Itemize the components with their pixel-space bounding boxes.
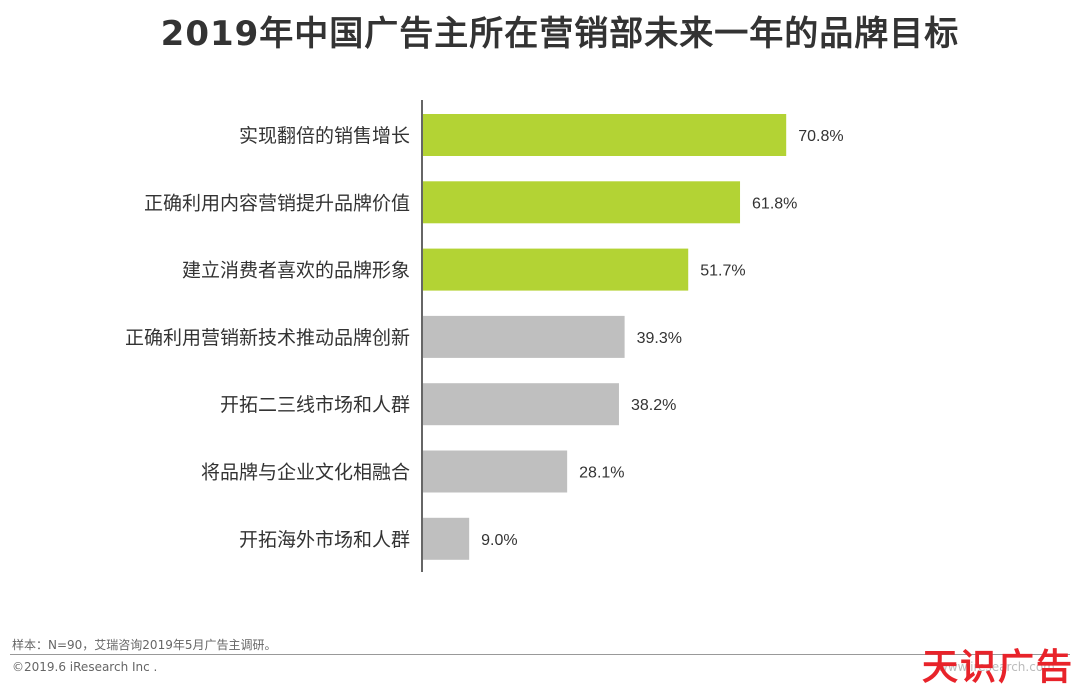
category-label: 开拓海外市场和人群 [239,529,410,551]
copyright: ©2019.6 iResearch Inc . [12,660,158,674]
data-label: 28.1% [579,465,624,482]
data-label: 51.7% [700,263,745,280]
chart-title: 2019年中国广告主所在营销部未来一年的品牌目标 [160,14,960,54]
category-label: 将品牌与企业文化相融合 [201,462,410,484]
data-label: 61.8% [752,195,797,212]
category-label: 正确利用内容营销提升品牌价值 [144,192,410,214]
footer-divider [10,654,1070,655]
bars-group: 实现翻倍的销售增长 70.8% 正确利用内容营销提升品牌价值 61.8% 建立消费者喜欢… [125,114,844,560]
watermark-logo: 天识广告 [922,647,1075,688]
bar [423,450,568,493]
bar [423,248,689,291]
bar [423,114,787,156]
data-label: 9.0% [481,532,517,549]
category-label: 开拓二三线市场和人群 [220,394,410,416]
data-label: 39.3% [637,330,682,347]
bar [423,383,619,426]
bar [423,517,470,560]
data-label: 38.2% [631,397,676,414]
category-label: 实现翻倍的销售增长 [239,125,410,147]
bar [423,181,741,224]
source-url: www.iresearch.com [938,660,1055,674]
bar [423,315,625,358]
category-label: 建立消费者喜欢的品牌形象 [182,260,410,282]
category-label: 正确利用营销新技术推动品牌创新 [125,327,410,349]
data-label: 70.8% [798,128,843,145]
footnote: 样本：N=90，艾瑞咨询2019年5月广告主调研。 [12,638,277,652]
